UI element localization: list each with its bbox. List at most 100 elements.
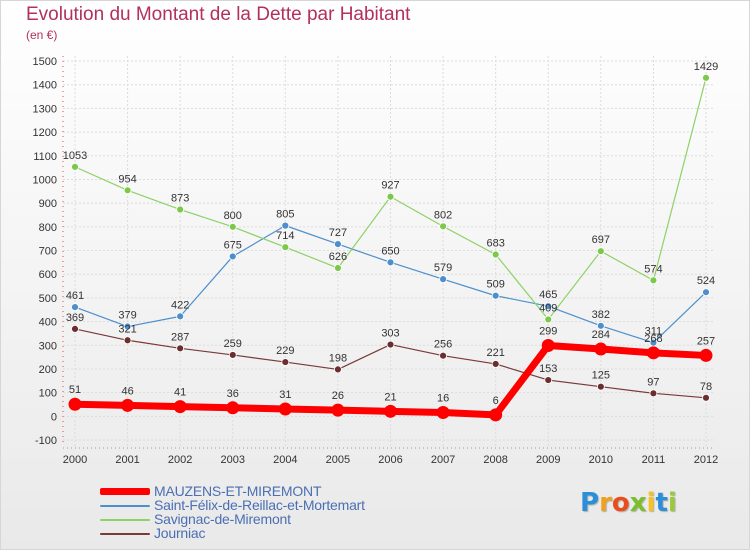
data-label: 382	[592, 309, 610, 321]
data-label: 26	[332, 390, 344, 402]
y-tick-label: 600	[39, 269, 57, 281]
logo-letter: i	[667, 488, 677, 518]
data-label: 683	[486, 238, 504, 250]
data-point	[439, 351, 447, 360]
data-point	[436, 406, 450, 420]
data-label: 221	[486, 347, 504, 359]
data-label: 153	[539, 363, 557, 375]
data-label: 802	[434, 209, 452, 221]
legend-label: Savignac-de-Miremont	[154, 511, 291, 527]
y-tick-label: 400	[39, 317, 57, 329]
data-point	[68, 397, 82, 411]
data-label: 379	[118, 310, 136, 322]
legend-label: Saint-Félix-de-Reillac-et-Mortemart	[154, 497, 365, 513]
legend-swatch	[100, 505, 150, 507]
data-point	[228, 222, 237, 231]
data-label: 409	[539, 302, 557, 314]
data-point	[334, 240, 342, 249]
data-point	[278, 402, 292, 416]
y-tick-label: 1300	[33, 103, 57, 115]
data-point	[226, 401, 240, 415]
data-label: 697	[592, 234, 610, 246]
data-labels: 461 379 422 675 805 727 650 579 509 465 382 311 524 1…	[63, 61, 718, 407]
data-label: 299	[539, 325, 557, 337]
data-label: 509	[486, 279, 504, 291]
x-tick-label: 2001	[115, 454, 139, 466]
data-label: 287	[171, 331, 189, 343]
data-label: 125	[592, 370, 610, 382]
y-tick-label: 0	[51, 411, 57, 423]
axes: -100 0 100 200 300 400 500 600 700 800 900 1000 1100…	[33, 56, 718, 466]
x-tick-label: 2003	[221, 454, 245, 466]
data-label: 198	[329, 352, 347, 364]
data-label: 229	[276, 345, 294, 357]
x-tick-label: 2006	[378, 454, 402, 466]
chart-subtitle: (en €)	[26, 28, 58, 42]
data-point	[123, 336, 132, 345]
data-label: 800	[224, 210, 242, 222]
x-tick-label: 2002	[168, 454, 192, 466]
y-tick-label: 1100	[33, 151, 57, 163]
data-point	[176, 205, 185, 214]
y-tick-label: 100	[39, 388, 57, 400]
data-label: 574	[644, 263, 662, 275]
data-label: 650	[381, 245, 399, 257]
data-label: 1429	[694, 61, 718, 73]
data-point	[123, 322, 132, 331]
data-point	[649, 338, 658, 347]
data-label: 465	[539, 289, 557, 301]
data-point	[176, 344, 185, 353]
data-label: 311	[645, 326, 663, 338]
legend-label: MAUZENS-ET-MIREMONT	[154, 483, 322, 499]
data-point	[702, 288, 710, 297]
data-point	[71, 325, 79, 333]
data-point	[646, 346, 660, 360]
data-point	[281, 358, 290, 366]
x-tick-label: 2007	[431, 454, 455, 466]
y-tick-label: 1500	[33, 56, 57, 68]
data-label: 41	[174, 387, 186, 399]
data-point	[281, 221, 290, 230]
x-tick-label: 2011	[642, 454, 666, 466]
x-tick-label: 2005	[326, 454, 350, 466]
data-label: 6	[493, 395, 499, 407]
legend-swatch	[100, 519, 150, 521]
data-point	[544, 302, 553, 311]
y-tick-label: 900	[39, 198, 57, 210]
data-label: 97	[647, 376, 659, 388]
y-tick-label: 300	[39, 340, 57, 352]
logo-letter: t	[655, 488, 668, 518]
data-point	[649, 389, 658, 398]
data-point	[489, 408, 503, 422]
data-label: 369	[66, 312, 84, 324]
data-point	[331, 403, 345, 417]
data-point	[281, 243, 290, 252]
data-point	[384, 404, 397, 418]
grid	[63, 56, 714, 446]
data-label: 303	[381, 328, 399, 340]
data-label: 259	[224, 338, 242, 350]
x-tick-label: 2008	[483, 454, 507, 466]
data-point	[699, 348, 713, 362]
legend-label: Journiac	[154, 525, 206, 541]
series-layer	[68, 73, 713, 422]
data-label: 36	[227, 388, 239, 400]
data-point	[544, 376, 553, 384]
data-label: 31	[279, 389, 291, 401]
data-label: 16	[437, 393, 449, 405]
data-label: 626	[329, 251, 347, 263]
logo-letter: i	[646, 488, 656, 518]
data-label: 461	[66, 290, 84, 302]
data-label: 257	[697, 335, 715, 347]
data-point	[121, 398, 135, 412]
data-point	[596, 247, 605, 256]
data-label: 873	[171, 193, 189, 205]
x-tick-label: 2004	[273, 454, 297, 466]
x-tick-label: 2000	[63, 454, 87, 466]
y-tick-label: 500	[39, 293, 57, 305]
y-tick-label: 700	[39, 246, 57, 258]
logo-letter: o	[611, 488, 630, 518]
data-label: 727	[329, 227, 347, 239]
